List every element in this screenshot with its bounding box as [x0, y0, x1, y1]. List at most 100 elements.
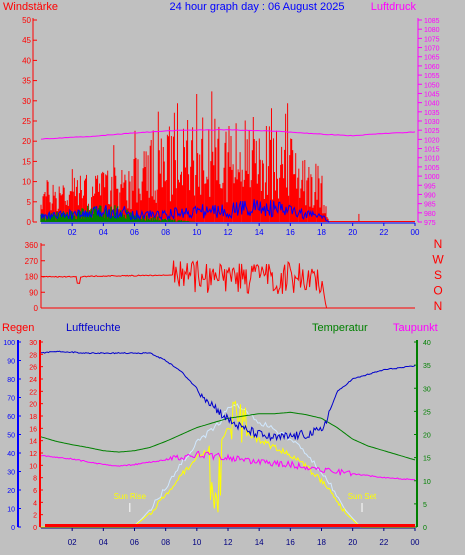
direction-left-tick-label: 90: [29, 288, 38, 297]
wind-left-tick-label: 50: [22, 16, 31, 25]
rain-tick-label: 6: [33, 488, 37, 495]
rain-tick-label: 18: [29, 414, 37, 421]
wind-right-tick-label: 1060: [424, 64, 440, 71]
wind-x-tick-label: 10: [192, 228, 201, 237]
wind-x-tick-label: 16: [286, 228, 295, 237]
direction-left-tick-label: 180: [25, 273, 39, 282]
rain-tick-label: 20: [29, 402, 37, 409]
temperature-chart: 0102030405060708090100024681012141618202…: [3, 340, 431, 547]
direction-letter: S: [434, 268, 442, 282]
chart-title: 24 hour graph day : 06 August 2025: [170, 1, 345, 13]
wind-x-tick-label: 04: [99, 228, 108, 237]
temperature-tick-label: 10: [423, 479, 431, 486]
wind-x-tick-label: 06: [130, 228, 139, 237]
humidity-tick-label: 70: [7, 396, 15, 403]
rain-tick-label: 22: [29, 389, 37, 396]
direction-left-tick-label: 0: [34, 304, 39, 313]
temperature-tick-label: 5: [423, 502, 427, 509]
rain-bar: [45, 524, 415, 527]
rain-tick-label: 8: [33, 476, 37, 483]
wind-right-tick-label: 1055: [424, 73, 440, 80]
temperature-tick-label: 40: [423, 340, 431, 347]
temperature-tick-label: 35: [423, 363, 431, 370]
wind-left-label: Windstärke: [3, 1, 58, 13]
wind-right-tick-label: 995: [424, 183, 436, 190]
temp-x-tick-label: 06: [130, 538, 139, 547]
temperature-tick-label: 30: [423, 386, 431, 393]
temperature-tick-label: 20: [423, 433, 431, 440]
wind-x-tick-label: 22: [379, 228, 388, 237]
wind-x-tick-label: 14: [255, 228, 264, 237]
wind-series: [40, 199, 330, 223]
wind-x-tick-label: 18: [317, 228, 326, 237]
wind-x-tick-label: 00: [411, 228, 420, 237]
wind-right-tick-label: 1075: [424, 36, 440, 43]
temp-plot-area: [41, 340, 415, 528]
wind-x-tick-label: 20: [348, 228, 357, 237]
rain-tick-label: 16: [29, 426, 37, 433]
wind-x-tick-label: 12: [224, 228, 233, 237]
wind-right-tick-label: 1030: [424, 119, 440, 126]
humidity-tick-label: 90: [7, 359, 15, 366]
rain-tick-label: 30: [29, 340, 37, 347]
wind-right-tick-label: 1070: [424, 46, 440, 53]
taupunkt-label: Taupunkt: [393, 322, 438, 334]
humidity-tick-label: 40: [7, 451, 15, 458]
sun-rise-label: Sun Rise: [114, 492, 147, 501]
temp-x-tick-label: 10: [192, 538, 201, 547]
wind-right-tick-label: 1045: [424, 91, 440, 98]
humidity-tick-label: 50: [7, 433, 15, 440]
rain-tick-label: 0: [33, 525, 37, 532]
direction-left-tick-label: 360: [25, 241, 39, 250]
wind-right-tick-label: 1050: [424, 82, 440, 89]
humidity-tick-label: 10: [7, 507, 15, 514]
temp-x-tick-label: 04: [99, 538, 108, 547]
direction-letter: N: [434, 299, 443, 313]
wind-right-tick-label: 990: [424, 192, 436, 199]
humidity-tick-label: 30: [7, 470, 15, 477]
direction-series: [40, 260, 415, 309]
wind-right-tick-label: 980: [424, 211, 436, 218]
wind-right-tick-label: 1010: [424, 156, 440, 163]
rain-tick-label: 2: [33, 513, 37, 520]
wind-right-tick-label: 1085: [424, 18, 440, 25]
wind-right-tick-label: 975: [424, 220, 436, 227]
wind-x-tick-label: 02: [68, 228, 77, 237]
rain-tick-label: 4: [33, 500, 37, 507]
temp-x-tick-label: 02: [68, 538, 77, 547]
wind-right-tick-label: 1080: [424, 27, 440, 34]
wind-left-tick-label: 15: [22, 157, 31, 166]
rain-tick-label: 28: [29, 352, 37, 359]
humidity-tick-label: 20: [7, 488, 15, 495]
wind-x-tick-label: 08: [161, 228, 170, 237]
temp-x-tick-label: 00: [411, 538, 420, 547]
luftfeuchte-label: Luftfeuchte: [66, 322, 120, 334]
direction-letter: W: [432, 253, 444, 267]
humidity-tick-label: 100: [3, 340, 15, 347]
wind-left-tick-label: 0: [27, 218, 32, 227]
rain-tick-label: 26: [29, 365, 37, 372]
regen-label: Regen: [2, 322, 34, 334]
wind-right-tick-label: 1005: [424, 165, 440, 172]
wind-right-tick-label: 985: [424, 202, 436, 209]
temperature-tick-label: 0: [423, 525, 427, 532]
wind-left-tick-label: 25: [22, 117, 31, 126]
temp-x-tick-label: 18: [317, 538, 326, 547]
wind-right-tick-label: 1000: [424, 174, 440, 181]
direction-letter: N: [434, 237, 443, 251]
temperature-tick-label: 25: [423, 409, 431, 416]
wind-left-tick-label: 45: [22, 36, 31, 45]
temp-x-tick-label: 14: [255, 538, 264, 547]
wind-left-tick-label: 10: [22, 178, 31, 187]
wind-right-tick-label: 1020: [424, 137, 440, 144]
rain-tick-label: 10: [29, 463, 37, 470]
wind-left-tick-label: 5: [27, 198, 32, 207]
temp-x-tick-label: 16: [286, 538, 295, 547]
pressure-series: [40, 129, 416, 140]
temp-x-tick-label: 20: [348, 538, 357, 547]
temperatur-label: Temperatur: [312, 322, 368, 334]
wind-right-tick-label: 1035: [424, 110, 440, 117]
rain-tick-label: 24: [29, 377, 37, 384]
wind-right-tick-label: 1025: [424, 128, 440, 135]
